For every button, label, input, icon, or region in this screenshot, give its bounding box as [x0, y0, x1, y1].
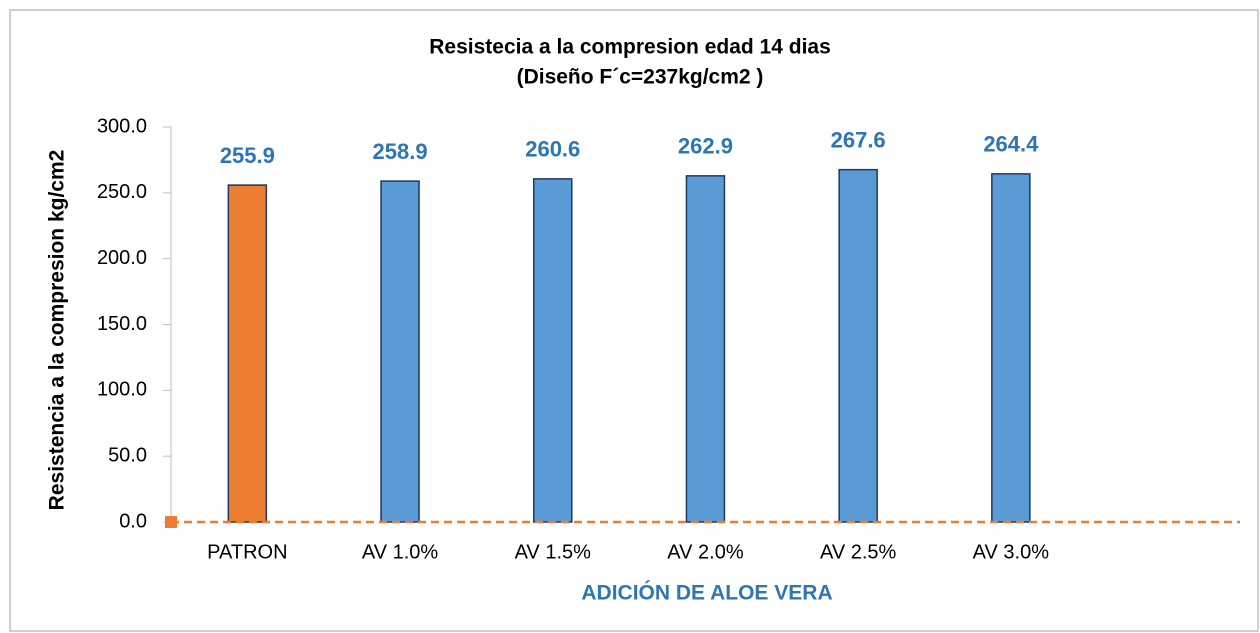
bar	[685, 175, 726, 523]
bar	[380, 180, 420, 523]
y-tick-label: 150.0	[97, 313, 147, 335]
y-tick-label: 300.0	[97, 115, 147, 137]
y-axis-label: Resistencia a la compresion kg/cm2	[46, 150, 69, 511]
x-tick-label: AV 1.5%	[515, 541, 592, 563]
data-label: 262.9	[678, 134, 733, 159]
data-label: 260.6	[525, 137, 580, 162]
x-tick-label: AV 2.0%	[667, 541, 744, 563]
data-label: 258.9	[373, 139, 428, 164]
y-tick-label: 0.0	[119, 510, 147, 532]
data-label: 264.4	[983, 132, 1039, 157]
y-tick-label: 250.0	[97, 181, 147, 203]
x-tick-label: AV 3.0%	[973, 541, 1050, 563]
data-label: 255.9	[220, 143, 275, 168]
y-tick-label: 100.0	[97, 379, 147, 401]
bar	[838, 168, 878, 523]
y-tick-label: 200.0	[97, 247, 147, 269]
bar	[991, 173, 1031, 523]
chart-title: Resistecia a la compresion edad 14 dias	[429, 36, 831, 59]
bar	[227, 184, 268, 523]
chart-subtitle: (Diseño F´c=237kg/cm2 )	[517, 66, 764, 89]
x-axis-label: ADICIÓN DE ALOE VERA	[581, 581, 832, 605]
baseline-marker	[165, 516, 177, 528]
x-tick-label: AV 1.0%	[362, 541, 439, 563]
x-tick-label: AV 2.5%	[820, 541, 897, 563]
chart-border	[9, 9, 1259, 632]
bar	[533, 178, 573, 523]
x-tick-label: PATRON	[207, 541, 287, 563]
data-label: 267.6	[831, 127, 886, 152]
y-tick-label: 50.0	[108, 444, 147, 466]
